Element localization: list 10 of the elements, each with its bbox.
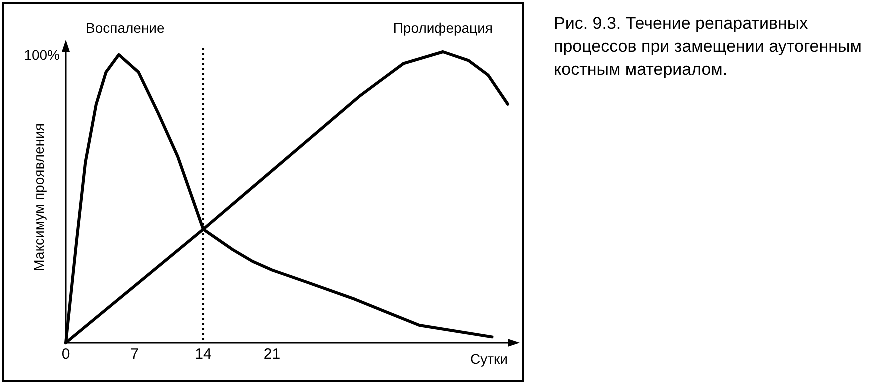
text: 100%	[24, 46, 60, 63]
x-tick-label: 14	[195, 346, 212, 364]
x-tick-label: 21	[264, 346, 281, 364]
x-tick-label: 7	[130, 346, 139, 364]
x-axis-title: Сутки	[470, 350, 508, 367]
y-axis-title: Максимум проявления	[30, 124, 47, 272]
text: Рис. 9.3. Течение репаративных процессов при замещении аутогенным костным материалом.	[554, 13, 863, 81]
x-tick-label: 0	[62, 346, 70, 364]
series-label: Пролиферация	[393, 20, 493, 36]
series-label: Воспаление	[86, 20, 165, 36]
